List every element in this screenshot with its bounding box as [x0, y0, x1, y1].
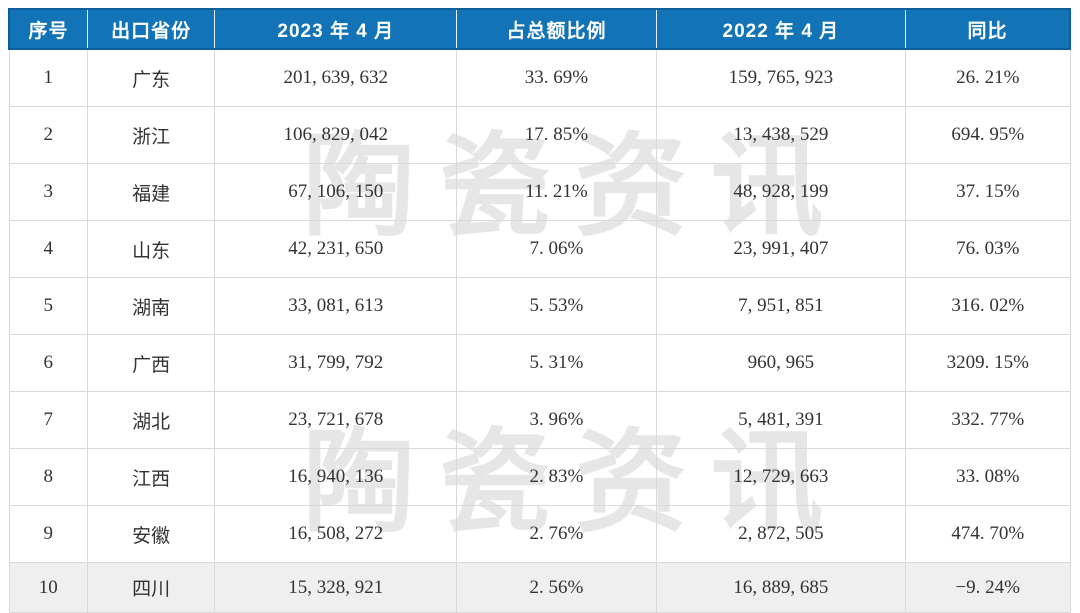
table-cell: 332. 77%	[905, 391, 1071, 449]
table-cell: 7	[8, 391, 88, 449]
table-cell: 23, 991, 407	[655, 220, 907, 278]
table-row: 7 湖北 23, 721, 678 3. 96% 5, 481, 391 332. 77%	[8, 391, 1071, 449]
table-cell: 2	[8, 106, 88, 164]
table-row: 6 广西 31, 799, 792 5. 31% 960, 965 3209. 15%	[8, 334, 1071, 392]
table-cell: 15, 328, 921	[214, 562, 458, 613]
table-cell: 960, 965	[655, 334, 907, 392]
table-cell: 48, 928, 199	[655, 163, 907, 221]
col-header-province: 出口省份	[86, 8, 215, 50]
table-cell: 广西	[86, 334, 216, 392]
table-cell: 33. 08%	[905, 448, 1071, 506]
table-cell: 3	[8, 163, 88, 221]
table-cell: 2. 56%	[456, 562, 657, 613]
table-cell: 76. 03%	[905, 220, 1071, 278]
table-cell: 广东	[86, 48, 216, 107]
table-cell: 9	[8, 505, 88, 563]
table-cell: 5	[8, 277, 88, 335]
export-provinces-table: 序号 出口省份 2023 年 4 月 占总额比例 2022 年 4 月 同比 1…	[8, 8, 1071, 613]
table-cell: 4	[8, 220, 88, 278]
table-cell: 23, 721, 678	[214, 391, 458, 449]
table-cell: 201, 639, 632	[214, 48, 458, 107]
table-cell: 26. 21%	[905, 48, 1071, 107]
table-cell: 13, 438, 529	[655, 106, 907, 164]
table-cell: 16, 889, 685	[655, 562, 907, 613]
col-header-2022-april: 2022 年 4 月	[655, 8, 906, 50]
header-row: 序号 出口省份 2023 年 4 月 占总额比例 2022 年 4 月 同比	[8, 8, 1071, 50]
table-cell: 67, 106, 150	[214, 163, 458, 221]
table-cell: 安徽	[86, 505, 216, 563]
table-cell: 8	[8, 448, 88, 506]
table-cell: 湖南	[86, 277, 216, 335]
table-cell: 474. 70%	[905, 505, 1071, 563]
table-cell: 12, 729, 663	[655, 448, 907, 506]
table-cell: 3. 96%	[456, 391, 657, 449]
table-cell: 10	[8, 562, 88, 613]
table-cell: 湖北	[86, 391, 216, 449]
table-cell: 33, 081, 613	[214, 277, 458, 335]
table-cell: 2, 872, 505	[655, 505, 907, 563]
table-cell: 11. 21%	[456, 163, 657, 221]
table-cell: 31, 799, 792	[214, 334, 458, 392]
table-cell: 7. 06%	[456, 220, 657, 278]
table-cell: 四川	[86, 562, 216, 613]
table-row: 1 广东 201, 639, 632 33. 69% 159, 765, 923 26. …	[8, 48, 1071, 107]
table-cell: 33. 69%	[456, 48, 657, 107]
table-cell: 6	[8, 334, 88, 392]
table-cell: 江西	[86, 448, 216, 506]
table-row: 3 福建 67, 106, 150 11. 21% 48, 928, 199 37. 15…	[8, 163, 1071, 221]
table-row: 4 山东 42, 231, 650 7. 06% 23, 991, 407 76. 03%	[8, 220, 1071, 278]
table-row: 10 四川 15, 328, 921 2. 56% 16, 889, 685 −9. 24…	[8, 562, 1071, 613]
table-cell: 1	[8, 48, 88, 107]
col-header-index: 序号	[8, 8, 88, 50]
table-cell: 2. 76%	[456, 505, 657, 563]
table-cell: 316. 02%	[905, 277, 1071, 335]
col-header-yoy: 同比	[905, 8, 1071, 50]
table-cell: 16, 508, 272	[214, 505, 458, 563]
table-row: 2 浙江 106, 829, 042 17. 85% 13, 438, 529 694. …	[8, 106, 1071, 164]
table-row: 8 江西 16, 940, 136 2. 83% 12, 729, 663 33. 08%	[8, 448, 1071, 506]
table-cell: 159, 765, 923	[655, 48, 907, 107]
table-cell: 37. 15%	[905, 163, 1071, 221]
table-cell: 106, 829, 042	[214, 106, 458, 164]
table-cell: 2. 83%	[456, 448, 657, 506]
table-cell: 17. 85%	[456, 106, 657, 164]
table-cell: −9. 24%	[905, 562, 1071, 613]
table-row: 9 安徽 16, 508, 272 2. 76% 2, 872, 505 474. 70%	[8, 505, 1071, 563]
table-cell: 3209. 15%	[905, 334, 1071, 392]
table-cell: 7, 951, 851	[655, 277, 907, 335]
table-cell: 5. 53%	[456, 277, 657, 335]
col-header-share: 占总额比例	[456, 8, 657, 50]
table-cell: 福建	[86, 163, 216, 221]
table-cell: 42, 231, 650	[214, 220, 458, 278]
table-cell: 浙江	[86, 106, 216, 164]
col-header-2023-april: 2023 年 4 月	[214, 8, 457, 50]
table-cell: 5, 481, 391	[655, 391, 907, 449]
table-body: 1 广东 201, 639, 632 33. 69% 159, 765, 923 26. …	[8, 48, 1071, 613]
table-cell: 5. 31%	[456, 334, 657, 392]
table-cell: 山东	[86, 220, 216, 278]
table-cell: 16, 940, 136	[214, 448, 458, 506]
table-row: 5 湖南 33, 081, 613 5. 53% 7, 951, 851 316. 02%	[8, 277, 1071, 335]
table-cell: 694. 95%	[905, 106, 1071, 164]
